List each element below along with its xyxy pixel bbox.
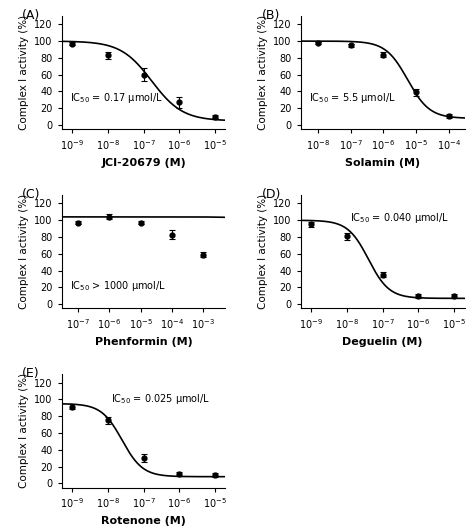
X-axis label: JCI-20679 (M): JCI-20679 (M) bbox=[101, 157, 186, 167]
X-axis label: Rotenone (M): Rotenone (M) bbox=[101, 516, 186, 526]
Text: IC$_{50}$ = 0.025 μmol/L: IC$_{50}$ = 0.025 μmol/L bbox=[111, 392, 210, 406]
Y-axis label: Complex I activity (%): Complex I activity (%) bbox=[18, 373, 28, 489]
X-axis label: Phenformin (M): Phenformin (M) bbox=[95, 337, 192, 347]
Text: (B): (B) bbox=[262, 9, 280, 22]
Text: (A): (A) bbox=[22, 9, 41, 22]
Text: IC$_{50}$ = 0.040 μmol/L: IC$_{50}$ = 0.040 μmol/L bbox=[350, 211, 449, 225]
Y-axis label: Complex I activity (%): Complex I activity (%) bbox=[18, 15, 28, 130]
Text: IC$_{50}$ = 5.5 μmol/L: IC$_{50}$ = 5.5 μmol/L bbox=[309, 91, 396, 104]
Y-axis label: Complex I activity (%): Complex I activity (%) bbox=[258, 194, 268, 310]
Text: IC$_{50}$ = 0.17 μmol/L: IC$_{50}$ = 0.17 μmol/L bbox=[70, 91, 163, 104]
Text: IC$_{50}$ > 1000 μmol/L: IC$_{50}$ > 1000 μmol/L bbox=[70, 279, 166, 293]
Y-axis label: Complex I activity (%): Complex I activity (%) bbox=[258, 15, 268, 130]
Text: (E): (E) bbox=[22, 367, 40, 381]
X-axis label: Deguelin (M): Deguelin (M) bbox=[342, 337, 423, 347]
Y-axis label: Complex I activity (%): Complex I activity (%) bbox=[18, 194, 28, 310]
Text: (D): (D) bbox=[262, 188, 281, 201]
X-axis label: Solamin (M): Solamin (M) bbox=[345, 157, 420, 167]
Text: (C): (C) bbox=[22, 188, 41, 201]
